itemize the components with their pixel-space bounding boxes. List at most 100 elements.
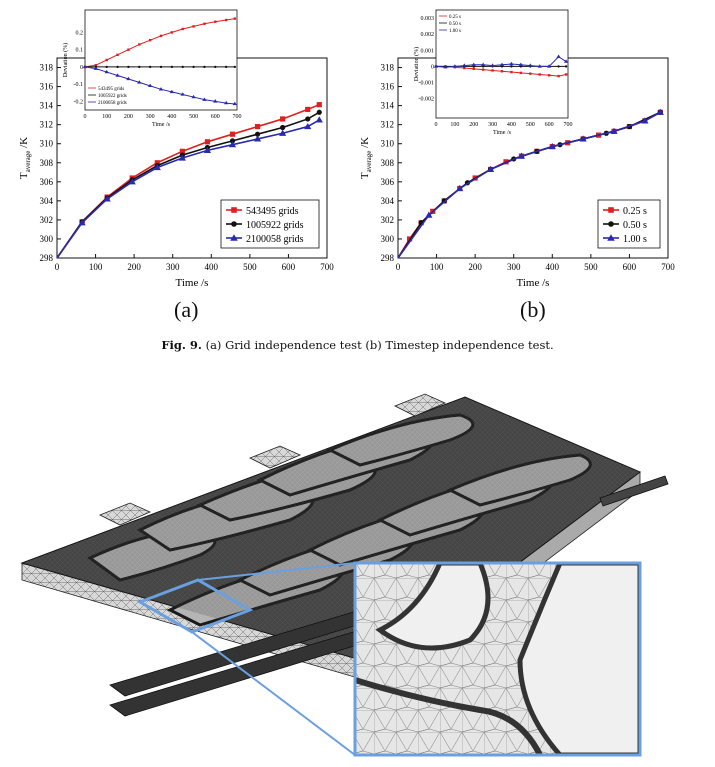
- series-line-3: [397, 111, 661, 259]
- data-point: [486, 165, 495, 173]
- zoom-connector-top: [197, 562, 356, 581]
- data-point: [641, 117, 649, 124]
- inset-data-point: [170, 31, 174, 34]
- inset-data-point: [148, 65, 152, 69]
- data-point: [228, 141, 237, 148]
- inset-data-point: [556, 54, 561, 58]
- y-tick-label: 308: [381, 158, 395, 168]
- data-point: [179, 148, 185, 154]
- figure-panels: 0 100 200 300 400 500 600 700 298 300 302 304 306 308…: [18, 9, 675, 289]
- inset-x-tick-label: 600: [211, 114, 220, 120]
- inset-data-point: [564, 65, 568, 68]
- inset-data-point: [224, 18, 228, 22]
- panel-label-b: (b): [520, 297, 546, 322]
- inset-data-point: [499, 62, 505, 67]
- inset-data-point: [180, 92, 185, 96]
- inset-x-tick-label: 100: [102, 114, 111, 120]
- x-tick-label: 400: [546, 262, 560, 272]
- data-point: [656, 108, 664, 115]
- data-point: [254, 123, 261, 130]
- inset-y-axis-label: Deviation (%): [413, 47, 420, 81]
- y-tick-label: 314: [40, 101, 54, 111]
- inset-data-point: [452, 64, 458, 68]
- inset-data-point: [147, 83, 153, 88]
- data-point: [425, 211, 433, 218]
- zoom-source-box: [136, 578, 254, 634]
- inset-x-tick-label: 600: [545, 122, 554, 128]
- caption-text: (a) Grid independence test (b) Timestep …: [205, 338, 554, 352]
- legend-entry-3: 1.00 s: [623, 234, 647, 245]
- y-tick-label: 310: [40, 139, 54, 149]
- inset-data-point: [564, 73, 568, 76]
- y-tick-label: 298: [381, 253, 395, 263]
- x-axis-label: Time /s: [517, 277, 550, 289]
- y-axis-label-symbol: T: [359, 172, 371, 179]
- y-tick-label: 298: [40, 253, 54, 263]
- y-tick-label: 304: [381, 196, 395, 206]
- legend-marker: [607, 234, 615, 241]
- tab-1: [99, 502, 151, 526]
- inset-y-tick-label: -0.2: [74, 99, 84, 105]
- data-point: [548, 142, 556, 150]
- x-tick-label: 400: [205, 262, 219, 272]
- data-point: [280, 124, 286, 131]
- zoom-callout: [136, 561, 642, 757]
- y-axis-label-subscript: average: [365, 151, 373, 173]
- inset-data-point: [170, 65, 174, 69]
- inset-data-point: [159, 65, 163, 69]
- inset-x-tick-label: 0: [435, 122, 438, 128]
- inset-data-point: [115, 73, 120, 77]
- inset-y-tick-label: 0: [80, 65, 83, 71]
- inset-data-point: [202, 97, 207, 101]
- inset-data-point: [94, 63, 98, 67]
- data-point: [254, 131, 261, 137]
- inset-x-tick-label: 500: [526, 122, 535, 128]
- inset-y-tick-label: -0.001: [419, 81, 435, 87]
- legend-entry-2: 0.50 s: [623, 220, 647, 231]
- inset-data-point: [472, 67, 475, 71]
- y-tick-label: 316: [381, 82, 395, 92]
- inset-y-tick-label: 0.1: [76, 48, 84, 54]
- inset-data-point: [192, 65, 195, 69]
- inset-data-point: [519, 71, 523, 75]
- figure-caption: Fig. 9. (a) Grid independence test (b) T…: [0, 338, 715, 352]
- inset-data-point: [510, 65, 513, 68]
- y-tick-label: 302: [40, 215, 54, 225]
- x-tick-label: 100: [89, 262, 103, 272]
- series-line-3: [56, 119, 320, 259]
- inset-legend-entry: 543495 grids: [98, 87, 124, 92]
- data-point: [153, 163, 161, 171]
- inset-data-point: [557, 74, 560, 78]
- inset-data-point: [203, 22, 206, 25]
- zoom-detail: [355, 563, 640, 755]
- data-point: [78, 219, 86, 226]
- inset-data-point: [509, 61, 514, 66]
- inset-x-tick-label: 700: [233, 114, 242, 120]
- inset-data-point: [490, 63, 495, 67]
- x-tick-label: 100: [430, 262, 444, 272]
- data-point: [128, 178, 136, 185]
- data-point: [456, 184, 464, 192]
- data-point: [610, 127, 618, 134]
- inset-y-tick-label: 0.002: [421, 32, 435, 38]
- inset-data-point: [538, 73, 541, 76]
- inset-frame: [84, 9, 238, 111]
- y-tick-label: 312: [381, 120, 395, 130]
- inset-data-point: [148, 38, 152, 42]
- y-tick-label: 308: [40, 158, 54, 168]
- tab-3: [394, 393, 446, 417]
- inset-legend-entry: 1005922 grids: [98, 94, 127, 99]
- inset-data-point: [105, 58, 108, 62]
- inset-y-tick-label: -0.002: [419, 97, 435, 103]
- inset-data-point: [233, 65, 237, 69]
- x-tick-label: 700: [320, 262, 334, 272]
- caption-prefix: Fig. 9.: [161, 338, 202, 352]
- inset-data-point: [93, 66, 99, 70]
- inset-data-point: [232, 101, 238, 106]
- inset-y-tick-label: 0.2: [76, 30, 84, 36]
- inset-data-point: [223, 100, 229, 105]
- y-axis-label: Taverage /K: [18, 137, 32, 179]
- bus-bar-right: [599, 475, 669, 507]
- y-axis-label-symbol: T: [18, 172, 30, 179]
- inset-data-point: [547, 74, 551, 77]
